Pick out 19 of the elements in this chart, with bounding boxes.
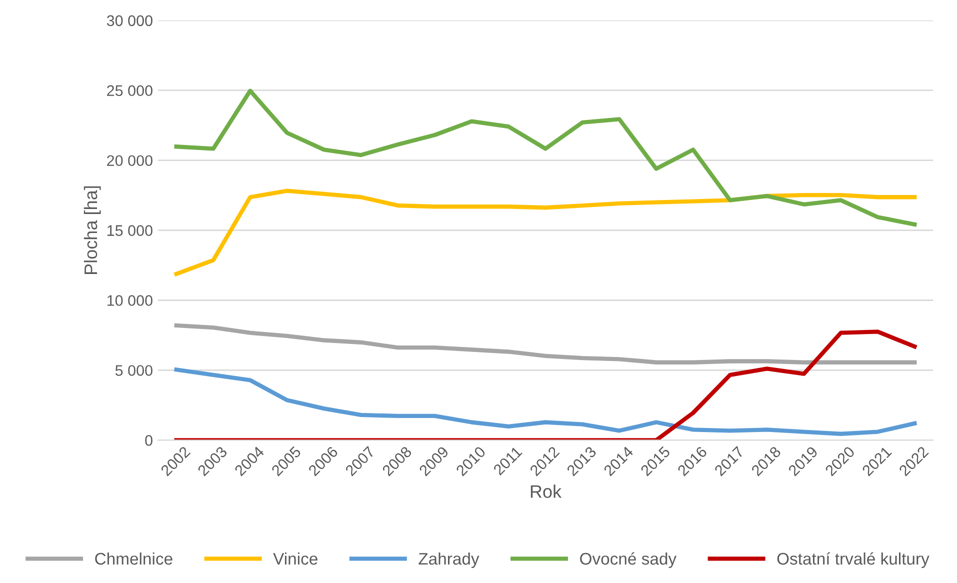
line-series — [174, 330, 917, 440]
y-tick-label: 30 000 — [106, 15, 152, 26]
y-tick-label: 20 000 — [107, 155, 152, 166]
y-tick-label: 25 000 — [107, 85, 152, 96]
legend-label: Vinice — [273, 552, 318, 565]
line-series — [174, 368, 917, 436]
y-tick-label: 15 000 — [107, 225, 152, 236]
legend-label: Chmelnice — [95, 552, 172, 565]
y-tick-label: 10 000 — [107, 295, 152, 306]
legend-label: Ovocné sady — [580, 552, 677, 568]
line-series — [174, 323, 917, 364]
legend-label: Ostatní trvalé kultury — [777, 552, 930, 568]
y-axis-title: Plocha [ha] — [84, 186, 101, 274]
y-tick-label: 0 — [145, 435, 152, 446]
line-series — [174, 188, 917, 276]
legend-label: Zahrady — [418, 552, 480, 568]
line-series — [174, 88, 917, 226]
x-axis-title: Rok — [530, 484, 562, 498]
y-tick-label: 5 000 — [115, 365, 152, 376]
